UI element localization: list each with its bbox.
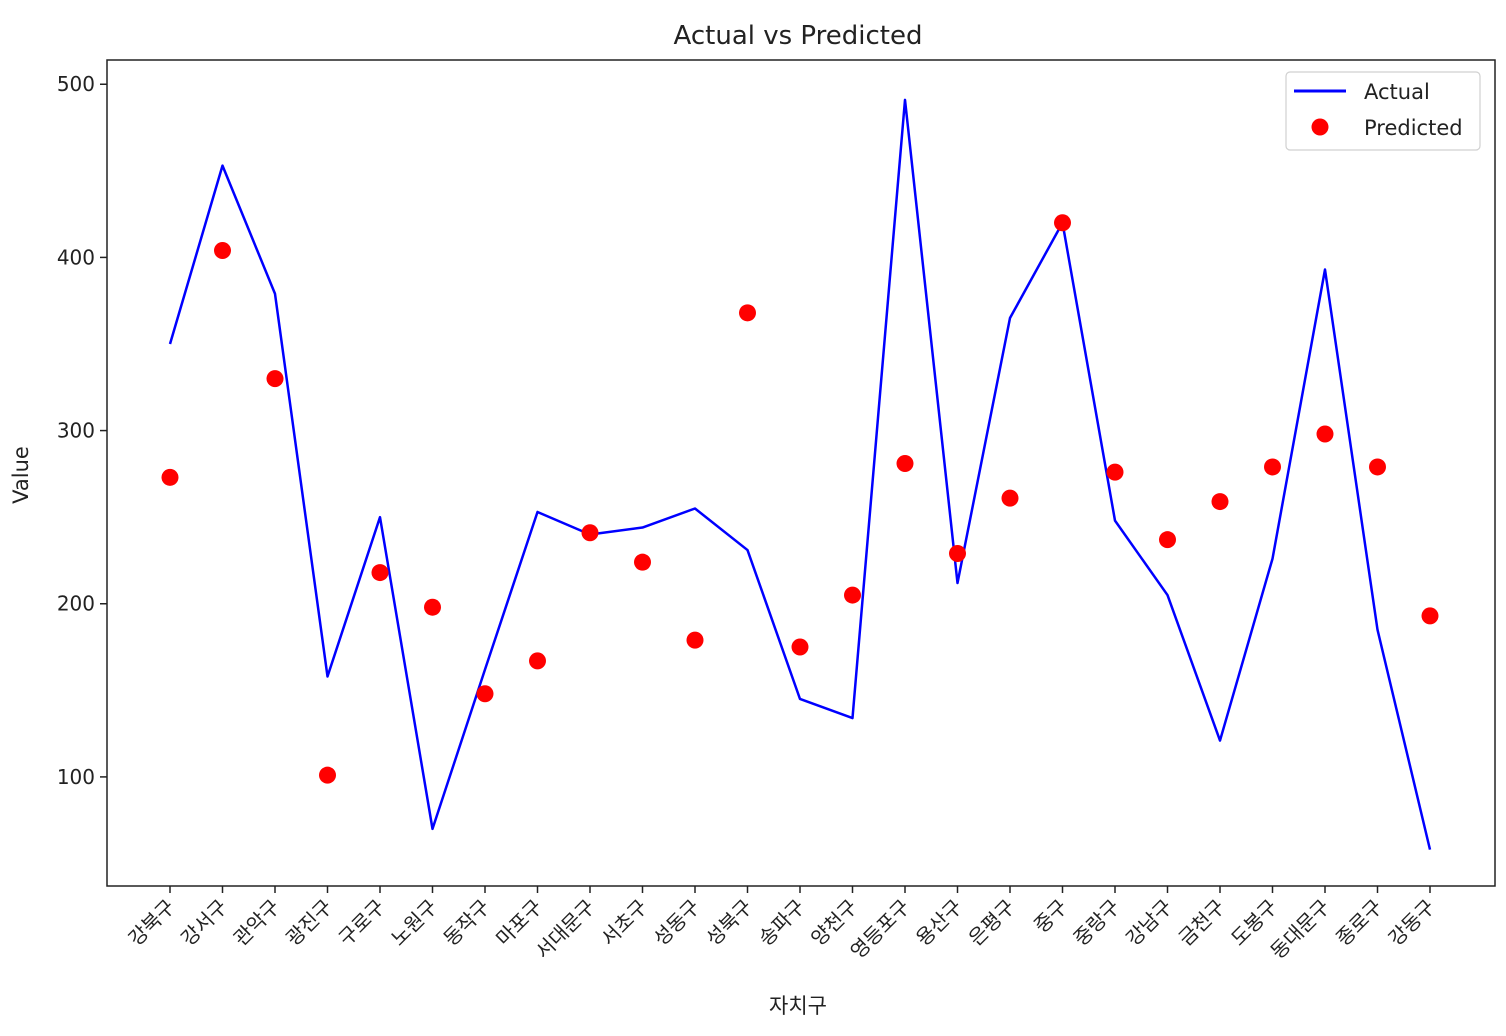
- predicted-point: [1369, 458, 1386, 476]
- predicted-point: [896, 454, 914, 472]
- x-tick-label: 중구: [1029, 895, 1072, 938]
- predicted-point: [1001, 489, 1019, 507]
- x-tick-label: 종로구: [1331, 895, 1387, 951]
- x-tick-label: 중랑구: [1069, 895, 1125, 951]
- x-tick-label: 강북구: [124, 895, 180, 951]
- predicted-point: [1264, 458, 1281, 476]
- x-axis-label: 자치구: [769, 994, 827, 1018]
- x-tick-label: 성동구: [649, 895, 705, 951]
- predicted-point: [1316, 425, 1334, 443]
- series-layer: [161, 98, 1439, 850]
- predicted-point: [581, 524, 599, 542]
- y-tick-label: 500: [57, 72, 95, 96]
- x-tick-label: 금천구: [1174, 895, 1230, 951]
- predicted-point: [371, 564, 389, 582]
- predicted-point: [1211, 493, 1229, 511]
- predicted-point: [791, 638, 809, 656]
- legend-actual-label: Actual: [1364, 80, 1430, 104]
- predicted-point: [634, 553, 651, 571]
- predicted-point: [161, 468, 179, 486]
- y-axis-label: Value: [9, 446, 33, 504]
- predicted-point: [1054, 214, 1071, 232]
- predicted-point: [686, 631, 704, 649]
- x-tick-label: 노원구: [386, 895, 442, 951]
- y-tick-label: 400: [57, 245, 95, 269]
- predicted-point: [319, 766, 336, 784]
- x-tick-label: 동대문구: [1266, 895, 1335, 964]
- x-tick-label: 구로구: [334, 895, 390, 951]
- predicted-point: [1106, 463, 1124, 481]
- legend: Actual Predicted: [1285, 71, 1481, 151]
- x-tick-label: 강남구: [1121, 895, 1177, 951]
- x-tick-label: 성북구: [701, 895, 757, 951]
- predicted-point: [529, 652, 546, 670]
- x-tick-label: 용산구: [911, 895, 967, 951]
- predicted-point: [424, 598, 441, 616]
- x-tick-label: 영등포구: [846, 895, 915, 964]
- x-tick-label: 서대문구: [531, 895, 600, 964]
- legend-predicted-label: Predicted: [1364, 116, 1463, 140]
- x-tick-label: 동작구: [439, 895, 495, 951]
- plot-area: [106, 59, 1496, 887]
- predicted-point: [844, 586, 861, 604]
- x-tick-label: 강동구: [1384, 895, 1440, 951]
- x-tick-label: 관악구: [229, 895, 285, 951]
- legend-predicted-swatch: [1311, 118, 1329, 136]
- y-tick-label: 100: [57, 765, 95, 789]
- predicted-point: [949, 545, 966, 563]
- predicted-point: [1421, 607, 1439, 625]
- x-axis: 강북구강서구관악구광진구구로구노원구동작구마포구서대문구서초구성동구성북구송파구…: [124, 886, 1440, 964]
- x-tick-label: 서초구: [596, 895, 652, 951]
- predicted-point: [476, 685, 494, 703]
- actual-series-line: [168, 98, 1432, 850]
- x-tick-label: 은평구: [964, 895, 1020, 951]
- predicted-point: [266, 370, 284, 388]
- y-tick-label: 300: [57, 419, 95, 443]
- x-tick-label: 광진구: [281, 895, 337, 951]
- predicted-point: [739, 304, 756, 322]
- predicted-point: [214, 241, 231, 259]
- x-tick-label: 송파구: [754, 895, 810, 951]
- y-tick-label: 200: [57, 592, 95, 616]
- chart-title: Actual vs Predicted: [674, 21, 923, 51]
- x-tick-label: 강서구: [176, 895, 232, 951]
- y-axis: 100 200 300 400 500: [57, 72, 107, 789]
- predicted-point: [1159, 531, 1176, 549]
